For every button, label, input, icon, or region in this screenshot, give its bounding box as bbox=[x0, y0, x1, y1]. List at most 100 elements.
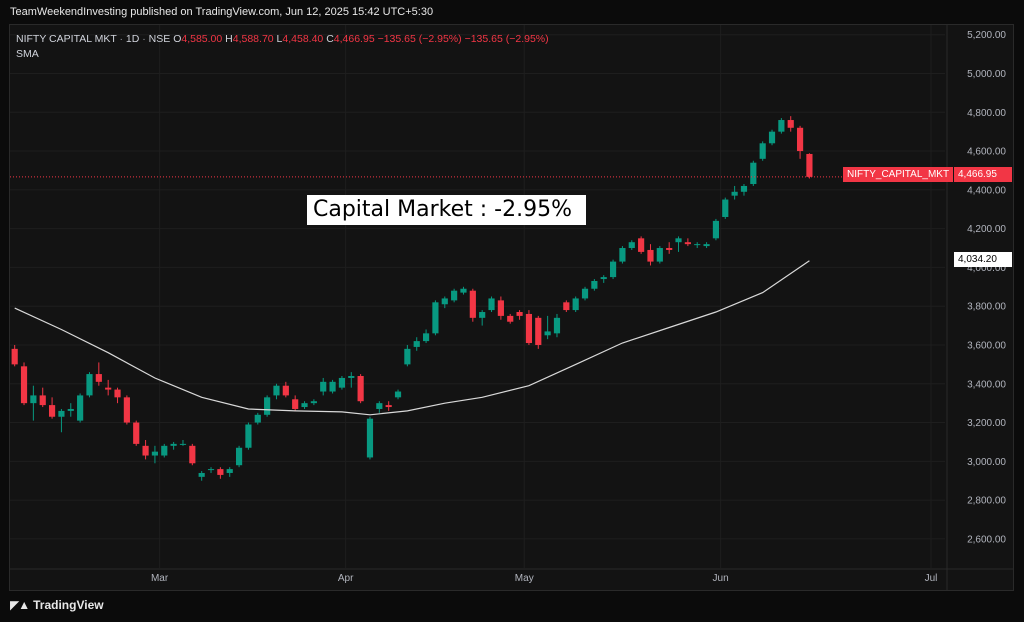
high-label: H bbox=[225, 33, 233, 45]
candle-body bbox=[39, 395, 46, 406]
candle-body bbox=[750, 162, 757, 185]
y-tick-label: 5,200.00 bbox=[967, 30, 1006, 41]
candle bbox=[254, 412, 261, 425]
candle-body bbox=[273, 385, 280, 396]
candle-body bbox=[329, 381, 336, 392]
sma-series-line bbox=[14, 260, 810, 416]
candle-body bbox=[759, 143, 766, 159]
candle-body bbox=[77, 395, 84, 421]
y-tick-label: 4,600.00 bbox=[967, 147, 1006, 158]
candle bbox=[806, 153, 813, 179]
candle-body bbox=[675, 238, 682, 243]
candle bbox=[497, 296, 504, 320]
interval[interactable]: 1D bbox=[125, 33, 140, 45]
candle bbox=[161, 443, 168, 458]
candle-body bbox=[591, 280, 598, 289]
candle bbox=[189, 443, 196, 466]
candle-body bbox=[320, 381, 327, 392]
candle bbox=[684, 238, 691, 247]
candle bbox=[11, 344, 18, 367]
candle bbox=[609, 259, 617, 280]
candle bbox=[142, 440, 149, 460]
candle bbox=[301, 401, 308, 409]
candle-body bbox=[432, 302, 439, 334]
candle-body bbox=[488, 298, 495, 311]
candle-body bbox=[581, 288, 589, 299]
candle bbox=[553, 313, 561, 338]
candle-body bbox=[226, 469, 233, 473]
candle bbox=[413, 337, 420, 351]
y-tick-label: 3,600.00 bbox=[967, 340, 1006, 351]
tradingview-logo[interactable]: ◤▲ TradingView bbox=[10, 598, 104, 612]
candle bbox=[703, 242, 710, 249]
candle bbox=[48, 397, 56, 419]
candle bbox=[207, 467, 215, 473]
y-tick-label: 2,600.00 bbox=[967, 534, 1006, 545]
candle bbox=[282, 381, 289, 398]
ohlc-legend: NIFTY CAPITAL MKT · 1D · NSE O4,585.00 H… bbox=[16, 33, 549, 45]
candle-body bbox=[656, 248, 663, 262]
sma-legend[interactable]: SMA bbox=[16, 48, 39, 60]
candle bbox=[656, 246, 663, 264]
y-tick-label: 4,400.00 bbox=[967, 185, 1006, 196]
candle bbox=[86, 372, 93, 398]
candle-body bbox=[460, 288, 467, 293]
candle-body bbox=[95, 374, 102, 382]
y-tick-label: 3,200.00 bbox=[967, 418, 1006, 429]
candle bbox=[30, 385, 37, 421]
candle-body bbox=[30, 395, 37, 404]
close-value: 4,466.95 bbox=[333, 33, 375, 45]
candle-body bbox=[413, 341, 420, 347]
candle bbox=[58, 408, 65, 433]
candle bbox=[310, 399, 317, 406]
y-tick-label: 3,800.00 bbox=[967, 302, 1006, 313]
candle-body bbox=[563, 302, 570, 311]
exchange: NSE bbox=[148, 33, 171, 45]
low-label: L bbox=[276, 33, 283, 45]
candle bbox=[151, 445, 159, 464]
chart-frame[interactable] bbox=[9, 24, 1014, 591]
candle-body bbox=[619, 248, 626, 262]
candle-body bbox=[806, 153, 813, 177]
candle bbox=[441, 296, 448, 309]
open-label: O bbox=[173, 33, 182, 45]
candle-body bbox=[422, 333, 430, 342]
candle-body bbox=[778, 120, 785, 132]
candle-body bbox=[58, 410, 65, 417]
candle bbox=[488, 296, 495, 313]
candle bbox=[535, 315, 542, 349]
candle bbox=[67, 403, 74, 417]
candle bbox=[778, 118, 785, 134]
tradingview-logo-icon: ◤▲ bbox=[10, 598, 30, 612]
candle-body bbox=[740, 185, 748, 192]
candle bbox=[385, 401, 392, 411]
candle bbox=[451, 288, 458, 303]
candle bbox=[572, 296, 579, 313]
candle bbox=[638, 236, 645, 254]
candle bbox=[600, 275, 607, 283]
y-axis: 2,600.00 2,800.00 3,000.00 3,200.00 3,400.00… bbox=[946, 25, 1006, 590]
candle-body bbox=[768, 131, 776, 144]
candle bbox=[759, 141, 766, 161]
candle-body bbox=[161, 445, 168, 456]
candle-body bbox=[254, 414, 261, 423]
candle-body bbox=[170, 443, 177, 446]
candles bbox=[11, 116, 813, 481]
candle bbox=[292, 395, 299, 411]
x-tick-label: Apr bbox=[338, 573, 354, 584]
candle-body bbox=[207, 469, 215, 471]
candle-body bbox=[179, 443, 187, 445]
candle bbox=[114, 387, 121, 404]
candle bbox=[479, 310, 486, 326]
open-value: 4,585.00 bbox=[181, 33, 223, 45]
symbol-name[interactable]: NIFTY CAPITAL MKT bbox=[16, 33, 117, 45]
candle bbox=[404, 344, 411, 367]
candle-body bbox=[609, 261, 617, 278]
candle bbox=[712, 218, 720, 241]
candle-body bbox=[142, 445, 149, 456]
candle bbox=[768, 129, 776, 146]
candle-body bbox=[245, 424, 252, 448]
candle bbox=[787, 116, 794, 132]
candle bbox=[750, 160, 757, 186]
